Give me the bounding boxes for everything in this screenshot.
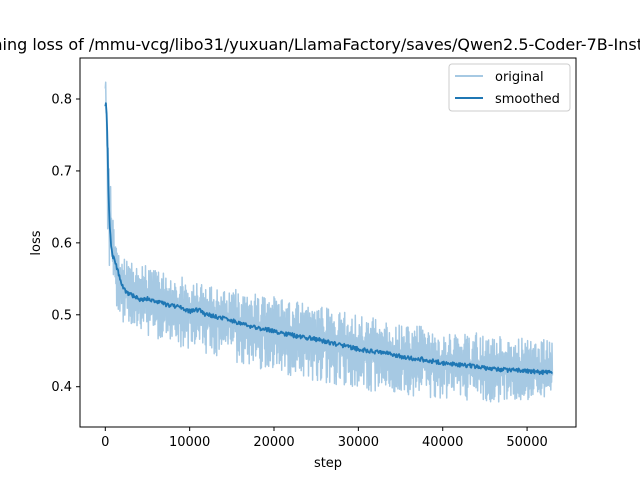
x-tick-label: 30000 (338, 435, 379, 450)
legend-label-smoothed: smoothed (495, 92, 560, 107)
y-axis: 0.4 0.5 0.6 0.7 0.8 (51, 93, 80, 395)
x-tick-label: 10000 (169, 435, 210, 450)
x-tick-label: 50000 (506, 435, 547, 450)
series-smoothed (104, 102, 553, 376)
original-series-line (104, 81, 554, 403)
smoothed-series-line (104, 102, 553, 376)
y-tick-label: 0.6 (51, 236, 72, 251)
series-original (104, 81, 554, 403)
x-axis-label: step (314, 456, 342, 471)
y-tick-label: 0.8 (51, 93, 72, 108)
x-axis: 0 10000 20000 30000 40000 50000 (101, 427, 548, 450)
plot-area (104, 81, 554, 403)
x-tick-label: 20000 (253, 435, 294, 450)
y-tick-label: 0.4 (51, 380, 72, 395)
x-tick-label: 0 (101, 435, 109, 450)
y-tick-label: 0.5 (51, 308, 72, 323)
y-axis-label: loss (29, 230, 44, 255)
chart-title: training loss of /mmu-vcg/libo31/yuxuan/… (0, 35, 640, 54)
legend: original smoothed (448, 63, 571, 112)
y-tick-label: 0.7 (51, 164, 72, 179)
legend-label-original: original (495, 70, 544, 85)
axes-frame (79, 57, 577, 428)
x-tick-label: 40000 (422, 435, 463, 450)
